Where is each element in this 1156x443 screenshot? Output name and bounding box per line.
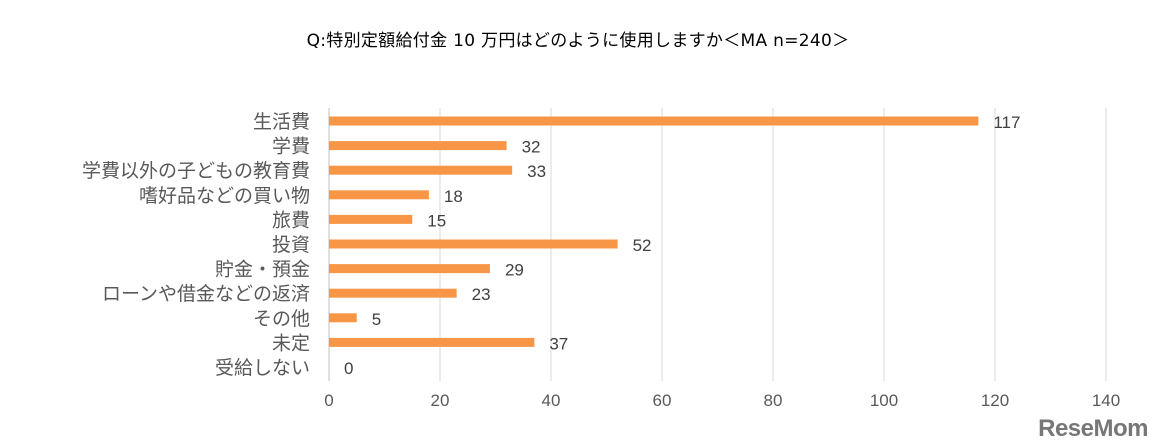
bar xyxy=(329,337,535,347)
category-label: 旅費 xyxy=(272,209,310,231)
category-label: その他 xyxy=(253,308,310,330)
x-tick-label: 140 xyxy=(1092,391,1120,410)
data-label: 33 xyxy=(527,162,546,181)
data-label: 0 xyxy=(344,359,353,378)
x-tick-label: 120 xyxy=(981,391,1009,410)
category-label: 未定 xyxy=(272,332,310,354)
data-label: 5 xyxy=(372,310,381,329)
category-label: 嗜好品などの買い物 xyxy=(139,185,310,207)
x-tick-label: 80 xyxy=(764,391,783,410)
category-label: 貯金・預金 xyxy=(215,259,310,281)
bar xyxy=(329,288,457,298)
bar xyxy=(329,116,979,126)
data-label: 18 xyxy=(444,187,463,206)
data-label: 15 xyxy=(427,211,446,230)
data-label: 29 xyxy=(505,261,524,280)
x-tick-label: 40 xyxy=(542,391,561,410)
x-tick-label: 100 xyxy=(870,391,898,410)
data-label: 117 xyxy=(993,113,1020,132)
bar xyxy=(329,264,490,274)
bar xyxy=(329,239,618,249)
category-label: 受給しない xyxy=(215,357,310,379)
x-tick-label: 0 xyxy=(324,391,333,410)
category-label: 生活費 xyxy=(253,111,310,133)
category-label: 学費 xyxy=(272,136,310,158)
bar xyxy=(329,141,507,151)
chart-title: Q:特別定額給付金 10 万円はどのように使用しますか＜MA n=240＞ xyxy=(306,31,850,51)
bar xyxy=(329,214,413,224)
bar xyxy=(329,165,513,175)
category-label: 投資 xyxy=(272,234,310,256)
data-label: 37 xyxy=(549,334,568,353)
bar xyxy=(329,313,357,323)
category-label: ローンや借金などの返済 xyxy=(102,283,310,305)
x-tick-label: 20 xyxy=(431,391,450,410)
data-label: 52 xyxy=(633,236,652,255)
watermark-logo: ReseMom xyxy=(1038,415,1148,442)
data-label: 32 xyxy=(522,138,541,157)
category-label: 学費以外の子どもの教育費 xyxy=(82,160,310,182)
data-label: 23 xyxy=(472,285,491,304)
bar xyxy=(329,190,429,200)
x-tick-label: 60 xyxy=(653,391,672,410)
